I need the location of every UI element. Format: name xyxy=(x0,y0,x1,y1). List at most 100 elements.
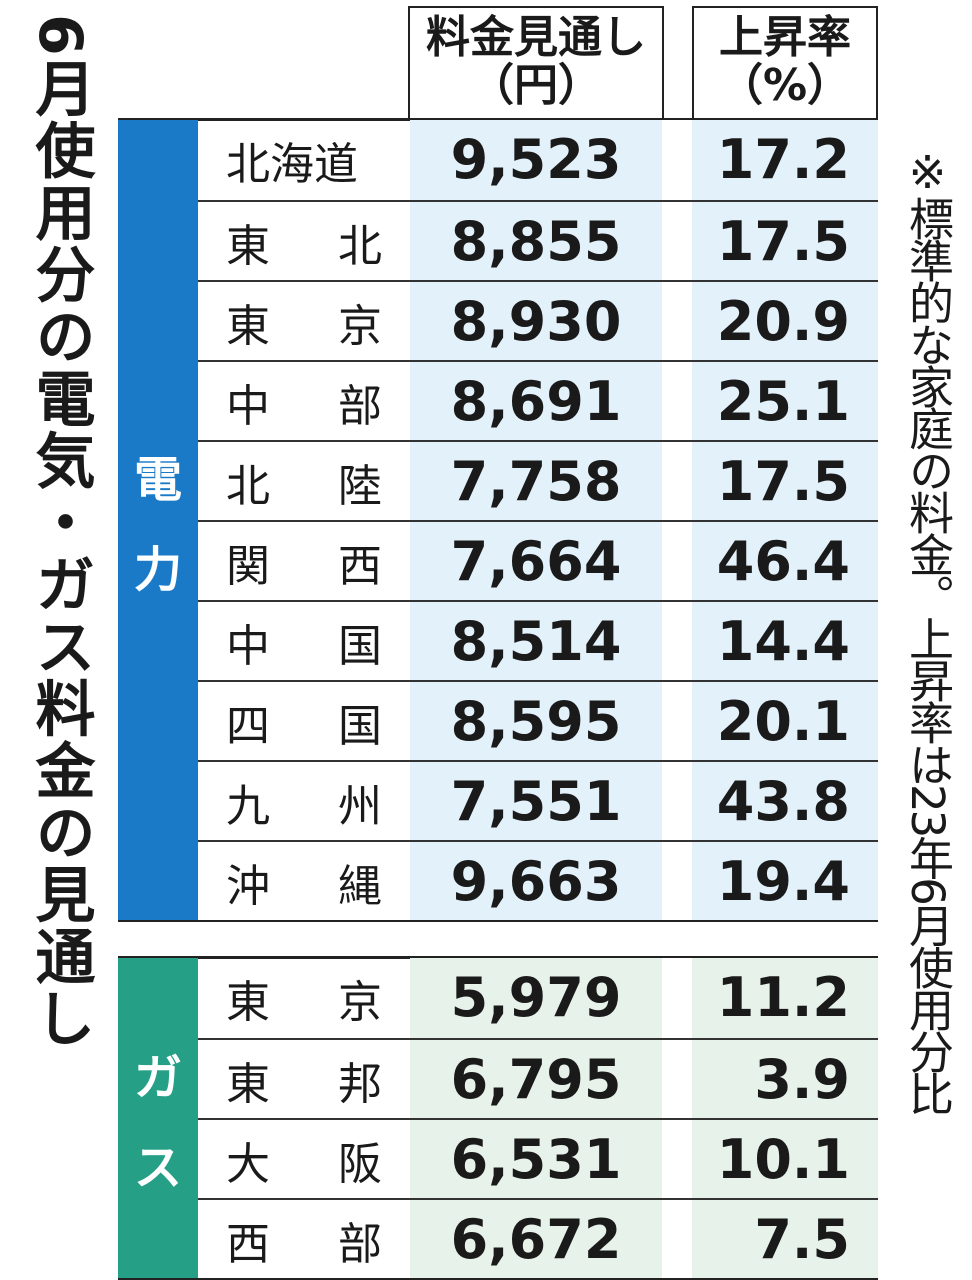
table-row: 沖縄 9,663 19.4 xyxy=(198,840,878,922)
rate-cell: 46.4 xyxy=(692,522,878,602)
rate-cell: 14.4 xyxy=(692,602,878,682)
price-cell: 6,531 xyxy=(410,1120,662,1200)
column-gap xyxy=(662,522,692,602)
column-gap xyxy=(662,682,692,762)
company-name-part: 東 xyxy=(226,301,270,352)
company-name-part: 中 xyxy=(226,621,270,672)
price-cell: 6,672 xyxy=(410,1200,662,1280)
table-row: 中国 8,514 14.4 xyxy=(198,600,878,682)
price-cell: 8,595 xyxy=(410,682,662,762)
column-gap xyxy=(662,362,692,442)
rate-cell: 19.4 xyxy=(692,842,878,922)
company-name-part: 陸 xyxy=(338,461,382,512)
table-row: 中部 8,691 25.1 xyxy=(198,360,878,442)
table-row: 東邦 6,795 3.9 xyxy=(198,1038,878,1120)
gas-section-bottom-rule xyxy=(118,1278,878,1280)
rate-cell: 17.5 xyxy=(692,202,878,282)
company-name-part: 東 xyxy=(226,1059,270,1110)
column-gap xyxy=(662,282,692,362)
company-name: 西部 xyxy=(198,1200,410,1280)
company-name-part: 沖 xyxy=(226,861,270,912)
company-name: 東京 xyxy=(198,282,410,362)
rate-cell: 20.9 xyxy=(692,282,878,362)
company-name-part: 北 xyxy=(338,221,382,272)
header-price: 料金見通し （円） xyxy=(408,6,664,119)
company-name-part: 西 xyxy=(226,1219,270,1270)
column-gap xyxy=(662,202,692,282)
company-name-part: 北海道 xyxy=(226,139,358,190)
company-name: 大阪 xyxy=(198,1120,410,1200)
rate-cell: 3.9 xyxy=(692,1040,878,1120)
rate-cell: 20.1 xyxy=(692,682,878,762)
group-label-char: 電 xyxy=(133,452,182,508)
price-cell: 5,979 xyxy=(410,958,662,1038)
column-gap xyxy=(662,120,692,200)
company-name: 中国 xyxy=(198,602,410,682)
header-rate-unit: （%） xyxy=(718,60,852,111)
company-name: 北陸 xyxy=(198,442,410,522)
table-row: 四国 8,595 20.1 xyxy=(198,680,878,762)
company-name: 九州 xyxy=(198,762,410,842)
rate-cell: 25.1 xyxy=(692,362,878,442)
company-name-part: 北 xyxy=(226,461,270,512)
price-cell: 9,663 xyxy=(410,842,662,922)
header-rate-label: 上昇率 xyxy=(719,12,851,63)
price-cell: 7,758 xyxy=(410,442,662,522)
company-name-part: 大 xyxy=(226,1139,270,1190)
column-gap xyxy=(662,1200,692,1280)
company-name-part: 東 xyxy=(226,977,270,1028)
table-row: 北陸 7,758 17.5 xyxy=(198,440,878,522)
table-row: 九州 7,551 43.8 xyxy=(198,760,878,842)
table-row: 北海道 9,523 17.2 xyxy=(198,120,878,200)
table-row: 東 京 5,979 11.2 xyxy=(198,958,878,1038)
rate-cell: 11.2 xyxy=(692,958,878,1038)
company-name-part: 国 xyxy=(338,701,382,752)
price-cell: 8,514 xyxy=(410,602,662,682)
company-name-part: 四 xyxy=(226,701,270,752)
price-cell: 8,855 xyxy=(410,202,662,282)
header-rate: 上昇率 （%） xyxy=(692,6,878,119)
table-row: 大阪 6,531 10.1 xyxy=(198,1118,878,1200)
company-name: 沖縄 xyxy=(198,842,410,922)
company-name: 東邦 xyxy=(198,1040,410,1120)
electricity-section-bottom-rule xyxy=(118,920,878,922)
price-cell: 7,551 xyxy=(410,762,662,842)
column-gap xyxy=(662,1040,692,1120)
price-cell: 8,930 xyxy=(410,282,662,362)
group-label-char: ガ xyxy=(133,1050,182,1106)
rate-cell: 7.5 xyxy=(692,1200,878,1280)
column-gap xyxy=(662,958,692,1038)
electricity-section-rule xyxy=(118,118,878,121)
rate-cell: 10.1 xyxy=(692,1120,878,1200)
company-name-part: 阪 xyxy=(338,1139,382,1190)
company-name-part: 九 xyxy=(226,781,270,832)
company-name-part: 国 xyxy=(338,621,382,672)
company-name-part: 部 xyxy=(338,1219,382,1270)
header-price-unit: （円） xyxy=(470,60,602,111)
company-name-part: 中 xyxy=(226,381,270,432)
price-cell: 7,664 xyxy=(410,522,662,602)
rate-cell: 43.8 xyxy=(692,762,878,842)
column-gap xyxy=(662,1120,692,1200)
page-title: 6月使用分の電気・ガス料金の見通し xyxy=(25,14,95,1050)
company-name-part: 京 xyxy=(338,977,382,1028)
group-label-char: ス xyxy=(133,1140,182,1196)
group-label-char: 力 xyxy=(133,542,182,598)
price-cell: 6,795 xyxy=(410,1040,662,1120)
column-gap xyxy=(662,762,692,842)
column-gap xyxy=(662,442,692,522)
header-price-label: 料金見通し xyxy=(426,12,646,63)
gas-group-label: ガス xyxy=(118,958,198,1278)
rate-cell: 17.2 xyxy=(692,120,878,200)
company-name-part: 州 xyxy=(338,781,382,832)
company-name: 中部 xyxy=(198,362,410,442)
footnote: ※標準的な家庭の料金。上昇率は23年6月使用分比 xyxy=(901,146,954,1113)
price-cell: 9,523 xyxy=(410,120,662,200)
company-name-part: 関 xyxy=(226,541,270,592)
company-name-part: 西 xyxy=(338,541,382,592)
rate-cell: 17.5 xyxy=(692,442,878,522)
company-name-part: 邦 xyxy=(338,1059,382,1110)
table-row: 関 西 7,664 46.4 xyxy=(198,520,878,602)
company-name: 四国 xyxy=(198,682,410,762)
company-name-part: 京 xyxy=(338,301,382,352)
